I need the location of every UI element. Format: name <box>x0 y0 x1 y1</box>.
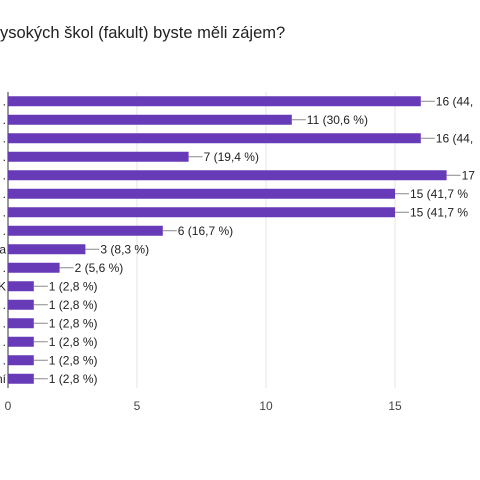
category-label: . <box>3 168 6 182</box>
category-label: K <box>0 279 6 293</box>
data-label: 11 (30,6 %) <box>307 113 368 127</box>
category-label: . <box>3 224 6 238</box>
bar <box>8 281 34 292</box>
bar <box>8 188 395 199</box>
bar <box>8 373 34 384</box>
data-label: 1 (2,8 %) <box>49 298 98 312</box>
data-label: 1 (2,8 %) <box>49 372 98 386</box>
data-label: 1 (2,8 %) <box>49 316 98 330</box>
category-label: . <box>3 261 6 275</box>
category-label: . <box>3 353 6 367</box>
data-label: 16 (44, <box>436 94 473 108</box>
category-label: . <box>3 131 6 145</box>
category-label: . <box>3 298 6 312</box>
data-label: 15 (41,7 % <box>410 205 468 219</box>
category-label: . <box>3 113 6 127</box>
category-label: . <box>3 187 6 201</box>
category-label: ní <box>0 372 7 386</box>
data-label: 6 (16,7 %) <box>178 224 233 238</box>
data-label: 15 (41,7 % <box>410 187 468 201</box>
bar <box>8 244 86 255</box>
x-tick-label: 15 <box>388 399 402 413</box>
data-label: 16 (44, <box>436 131 473 145</box>
bar <box>8 336 34 347</box>
bar <box>8 262 60 273</box>
data-label: 1 (2,8 %) <box>49 279 98 293</box>
chart-title: ysokých škol (fakult) byste měli zájem? <box>0 24 286 42</box>
data-label: 2 (5,6 %) <box>75 261 124 275</box>
x-tick-label: 5 <box>134 399 141 413</box>
data-label: 3 (8,3 %) <box>100 242 149 256</box>
category-label: . <box>3 335 6 349</box>
data-label: 1 (2,8 %) <box>49 353 98 367</box>
category-label: a <box>0 242 6 256</box>
data-label: 1 (2,8 %) <box>49 335 98 349</box>
bar <box>8 96 421 107</box>
bar <box>8 133 421 144</box>
bar <box>8 114 292 125</box>
bar <box>8 225 163 236</box>
x-tick-label: 0 <box>5 399 12 413</box>
x-tick-label: 10 <box>259 399 273 413</box>
category-label: . <box>3 316 6 330</box>
bar <box>8 151 189 162</box>
category-label: . <box>3 94 6 108</box>
bar <box>8 170 447 181</box>
category-label: . <box>3 150 6 164</box>
data-label: 7 (19,4 %) <box>204 150 259 164</box>
bar <box>8 299 34 310</box>
category-label: . <box>3 205 6 219</box>
data-label: 17 <box>462 168 476 182</box>
bar <box>8 355 34 366</box>
bar <box>8 318 34 329</box>
bar <box>8 207 395 218</box>
